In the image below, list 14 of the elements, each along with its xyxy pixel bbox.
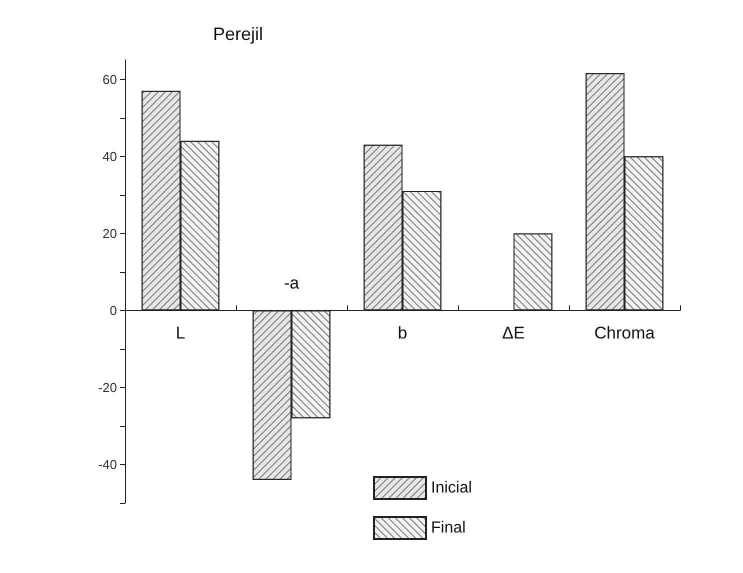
y-tick-label: 60 — [102, 72, 117, 87]
y-tick-label: 40 — [102, 148, 117, 164]
y-tick-label: 0 — [110, 302, 117, 318]
y-tick-label: 20 — [102, 226, 117, 241]
y-tick-label: -20 — [98, 380, 117, 395]
y-tick-label: -40 — [98, 456, 117, 472]
x-tick-label: Chroma — [594, 323, 656, 342]
x-tick-label: -a — [284, 273, 300, 292]
x-tick-label: ΔE — [502, 323, 525, 342]
x-tick-label: L — [176, 323, 186, 342]
legend-label: Final — [431, 520, 466, 536]
legend-label: Inicial — [431, 480, 472, 496]
x-tick-label: b — [398, 323, 408, 342]
chart-title: Perejil — [213, 24, 264, 44]
